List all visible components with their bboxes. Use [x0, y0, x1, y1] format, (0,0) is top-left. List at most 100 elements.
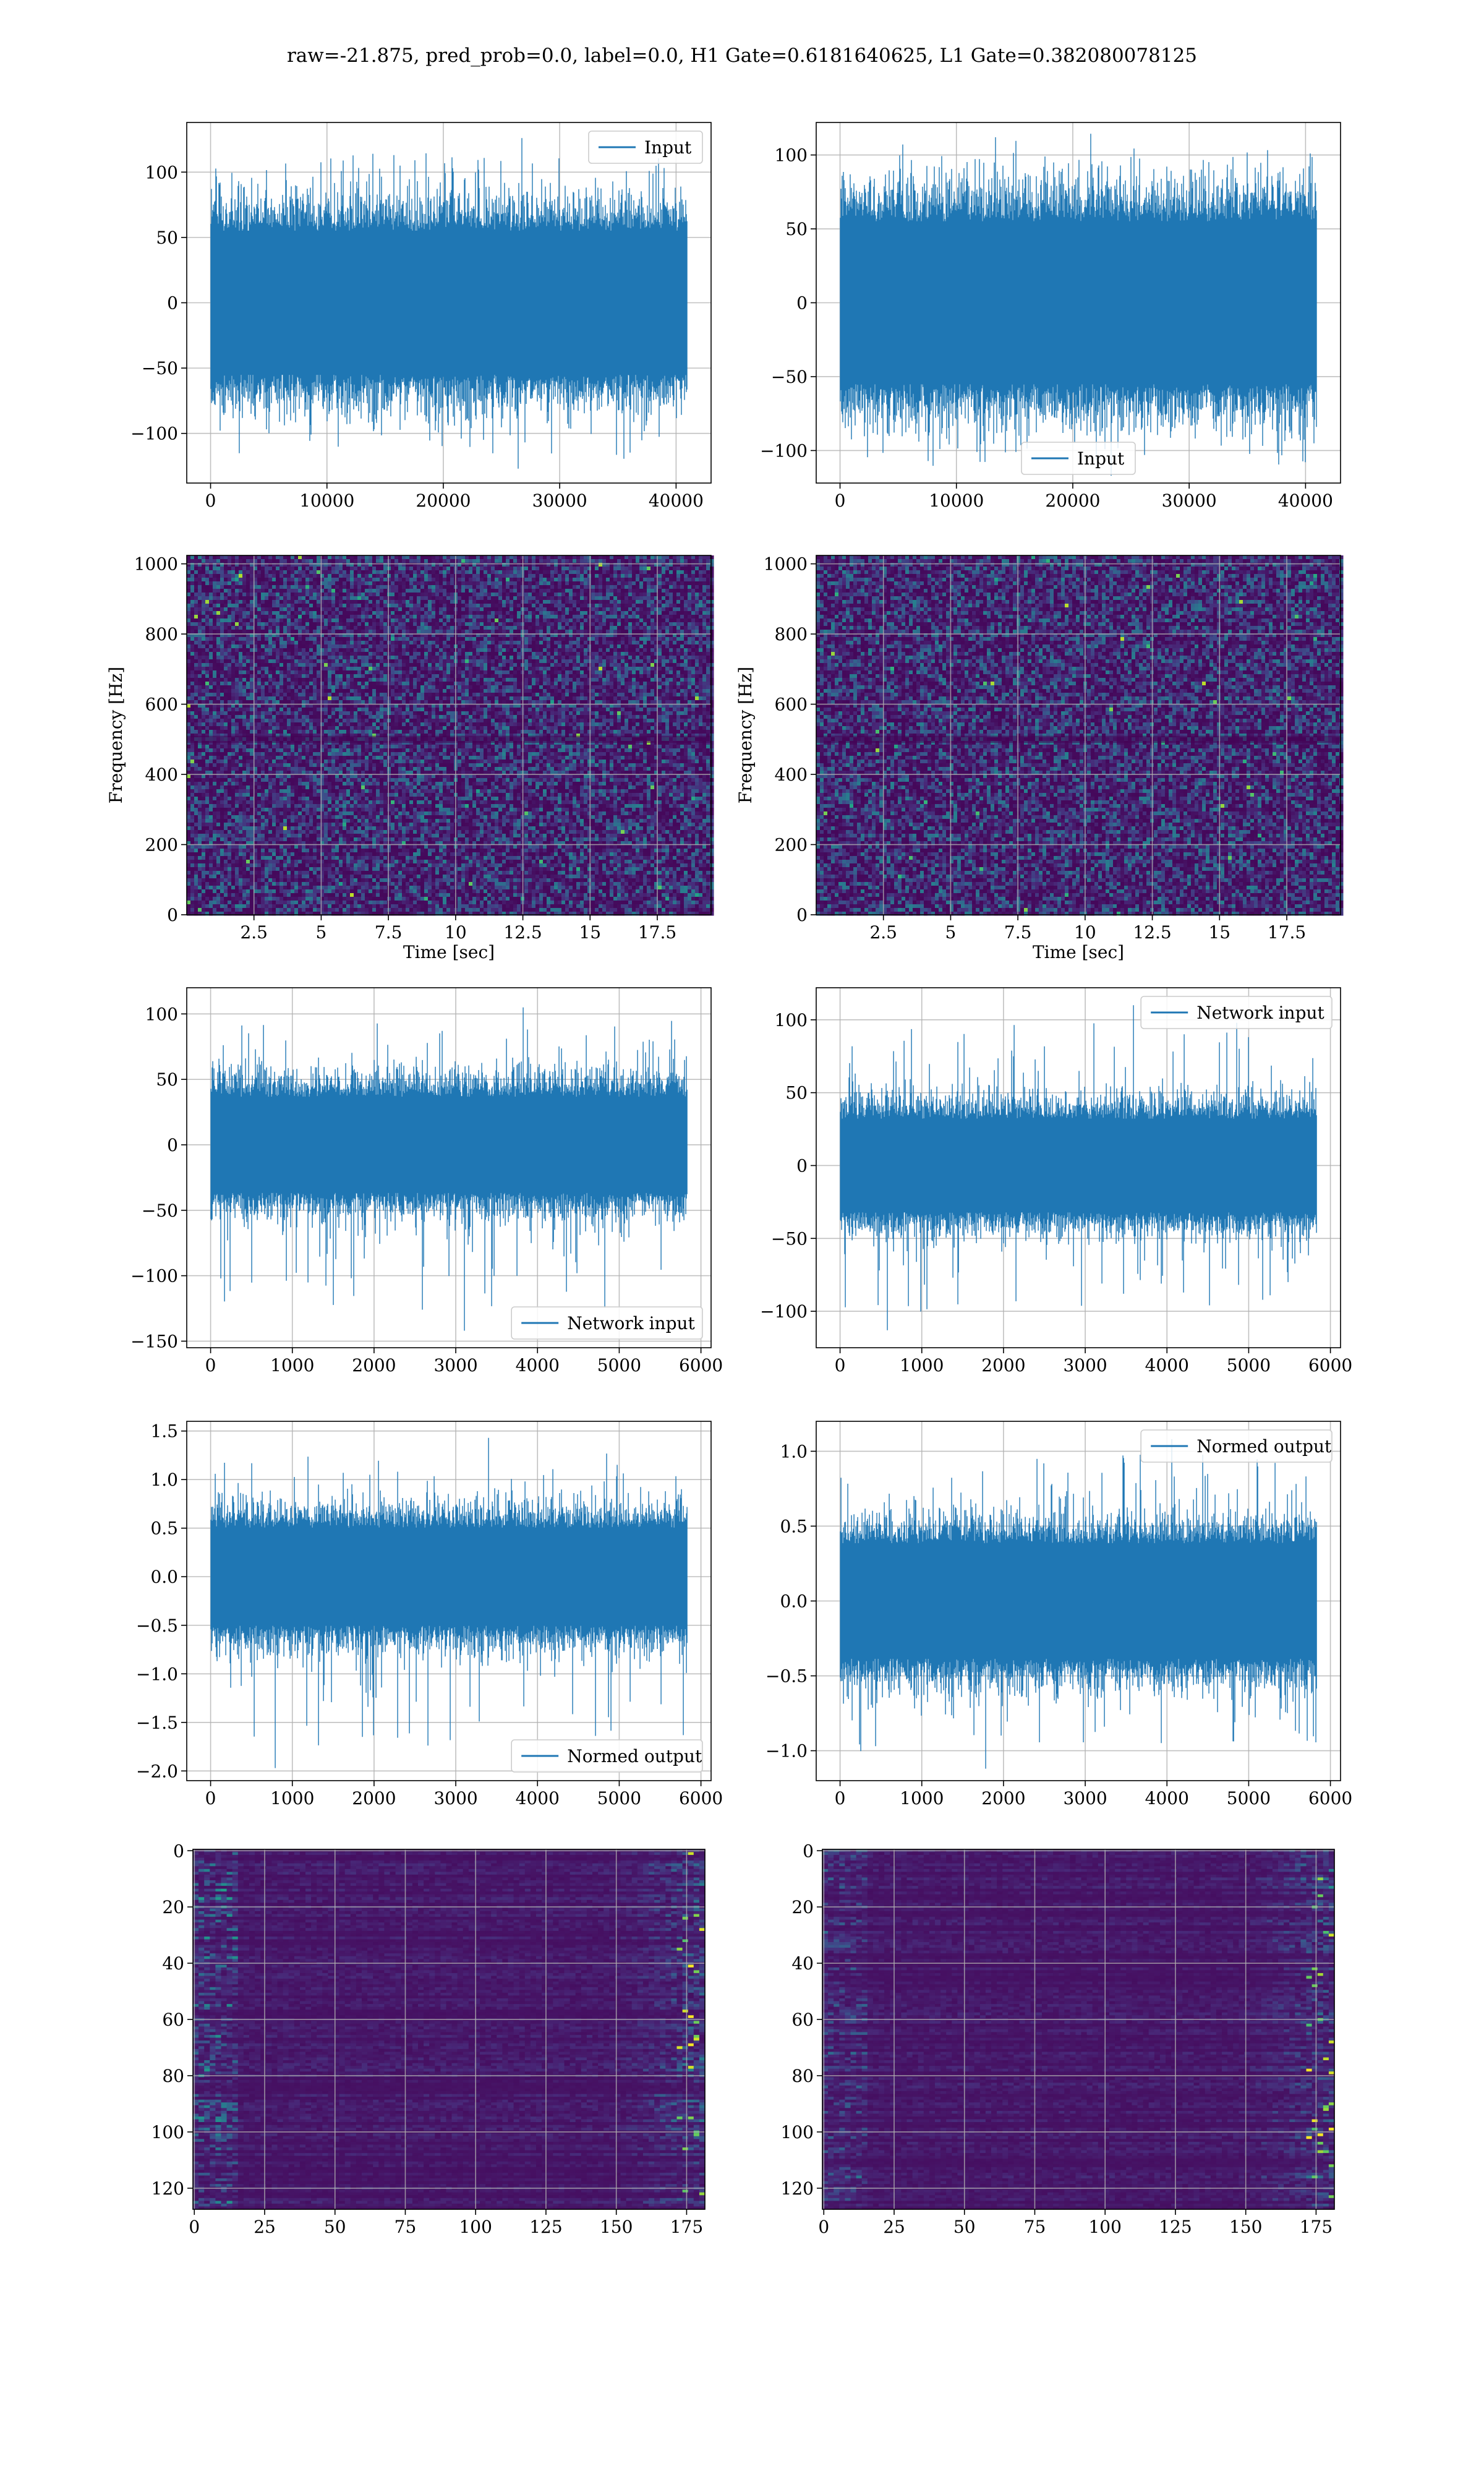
x-tick-label: 2000 — [981, 1355, 1025, 1376]
x-tick-label: 6000 — [679, 1355, 723, 1376]
x-tick-label: 30000 — [1162, 490, 1217, 511]
spectrogram-cells — [187, 555, 714, 916]
y-tick-label: −50 — [771, 1228, 808, 1249]
x-tick-label: 5 — [316, 922, 327, 943]
legend-label: Input — [1077, 448, 1125, 469]
x-tick-label: 10 — [1074, 922, 1096, 943]
x-tick-label: 12.5 — [503, 922, 542, 943]
y-tick-label: 0 — [803, 1841, 814, 1861]
feature-map-cells — [822, 1849, 1335, 2210]
line-chart-row3-right: 0 1000 2000 3000 4000 5000 6000 −100 −50 0 50 100 Ne… — [760, 987, 1352, 1376]
legend-label: Network input — [567, 1313, 695, 1333]
y-tick-label: 600 — [145, 695, 178, 715]
spectrogram-cells — [816, 555, 1344, 916]
x-tick-label: 7.5 — [375, 922, 403, 943]
x-axis-label: Time [sec] — [403, 942, 495, 962]
legend: Input — [588, 131, 703, 164]
series-line-input — [840, 134, 1317, 476]
y-tick-label: 50 — [156, 1069, 178, 1090]
y-tick-label: 0 — [167, 1135, 178, 1155]
legend-box — [1140, 1429, 1333, 1463]
y-tick-label: 100 — [145, 1004, 178, 1024]
y-tick-label: 50 — [156, 228, 178, 248]
y-tick-label: 1000 — [764, 554, 808, 575]
legend-box — [1021, 442, 1136, 475]
y-tick-label: 80 — [162, 2066, 184, 2086]
figure-title: raw=-21.875, pred_prob=0.0, label=0.0, H… — [0, 45, 1484, 67]
y-tick-label: −100 — [130, 1266, 178, 1286]
y-tick-label: 120 — [151, 2178, 184, 2199]
x-tick-label: 2.5 — [869, 922, 897, 943]
y-tick-label: 100 — [145, 162, 178, 182]
legend-label: Normed output — [1196, 1436, 1332, 1457]
y-tick-label: 1.5 — [150, 1421, 178, 1442]
y-tick-label: 200 — [145, 835, 178, 855]
x-tick-label: 0 — [205, 1355, 216, 1376]
y-tick-label: −1.0 — [136, 1664, 178, 1684]
y-tick-label: 0.0 — [780, 1591, 808, 1612]
y-tick-label: −50 — [771, 367, 808, 387]
legend: Input — [1021, 442, 1136, 475]
x-tick-label: 4000 — [1145, 1355, 1189, 1376]
legend-box — [511, 1739, 703, 1773]
x-tick-label: 6000 — [1308, 1355, 1352, 1376]
y-tick-label: 1.0 — [150, 1470, 178, 1490]
y-tick-label: 120 — [781, 2178, 814, 2199]
y-tick-label: 60 — [162, 2010, 184, 2030]
axes-frame — [186, 555, 712, 915]
line-chart-row1-right: 0 10000 20000 30000 40000 −100 −50 0 50 100 Input — [760, 122, 1341, 511]
y-tick-label: −100 — [130, 424, 178, 444]
x-tick-label: 4000 — [516, 1788, 560, 1808]
y-tick-label: 80 — [791, 2066, 814, 2086]
legend-box — [1140, 996, 1333, 1029]
x-tick-label: 20000 — [416, 490, 471, 511]
y-tick-label: 0.5 — [150, 1518, 178, 1539]
feature-map-row5-left: 0 25 50 75 100 125 150 175 0 20 40 60 80 100 120 — [151, 1841, 706, 2237]
x-tick-label: 0 — [205, 490, 216, 511]
legend-box — [588, 131, 703, 164]
x-tick-label: 0 — [189, 2217, 200, 2237]
series-line-input — [210, 138, 688, 469]
y-tick-label: 100 — [151, 2122, 184, 2142]
x-axis-label: Time [sec] — [1033, 942, 1124, 962]
x-tick-label: 2000 — [352, 1355, 396, 1376]
legend-box — [511, 1306, 703, 1340]
x-tick-label: 2000 — [352, 1788, 396, 1808]
line-chart-row4-right: 0 1000 2000 3000 4000 5000 6000 −1.0 −0.5 0.0 0.5 1… — [765, 1421, 1352, 1808]
spectral-line — [187, 735, 711, 743]
x-tick-label: 7.5 — [1004, 922, 1032, 943]
x-tick-label: 50 — [953, 2217, 976, 2237]
legend: Normed output — [511, 1739, 703, 1773]
x-tick-label: 0 — [835, 1788, 846, 1808]
x-tick-label: 20000 — [1045, 490, 1100, 511]
y-tick-label: 40 — [791, 1953, 814, 1974]
y-tick-label: 100 — [781, 2122, 814, 2142]
y-tick-label: −0.5 — [765, 1666, 808, 1687]
x-tick-label: 0 — [818, 2217, 829, 2237]
y-tick-label: −100 — [760, 1301, 808, 1322]
x-tick-label: 0 — [835, 1355, 846, 1376]
y-tick-label: −0.5 — [136, 1616, 178, 1636]
y-tick-label: 400 — [775, 764, 808, 785]
x-tick-label: 150 — [600, 2217, 633, 2237]
x-tick-label: 10000 — [299, 490, 354, 511]
legend: Network input — [511, 1306, 703, 1340]
feature-map-row5-right: 0 25 50 75 100 125 150 175 0 20 40 60 80 100 120 — [781, 1841, 1335, 2237]
axes-frame — [816, 987, 1341, 1348]
series-line-normed-output — [840, 1439, 1317, 1769]
y-tick-label: 60 — [791, 2010, 814, 2030]
x-tick-label: 5000 — [1227, 1355, 1271, 1376]
legend: Network input — [1140, 996, 1333, 1029]
x-tick-label: 3000 — [1063, 1788, 1107, 1808]
x-tick-label: 1000 — [900, 1355, 944, 1376]
x-tick-label: 75 — [1024, 2217, 1046, 2237]
y-tick-label: 800 — [775, 624, 808, 644]
y-tick-label: 400 — [145, 764, 178, 785]
axes-frame — [822, 1849, 1335, 2210]
legend-label: Input — [644, 137, 692, 158]
x-tick-label: 5000 — [597, 1355, 641, 1376]
y-tick-label: 0.5 — [780, 1516, 808, 1536]
y-tick-label: 0 — [167, 905, 178, 925]
x-tick-label: 125 — [529, 2217, 562, 2237]
